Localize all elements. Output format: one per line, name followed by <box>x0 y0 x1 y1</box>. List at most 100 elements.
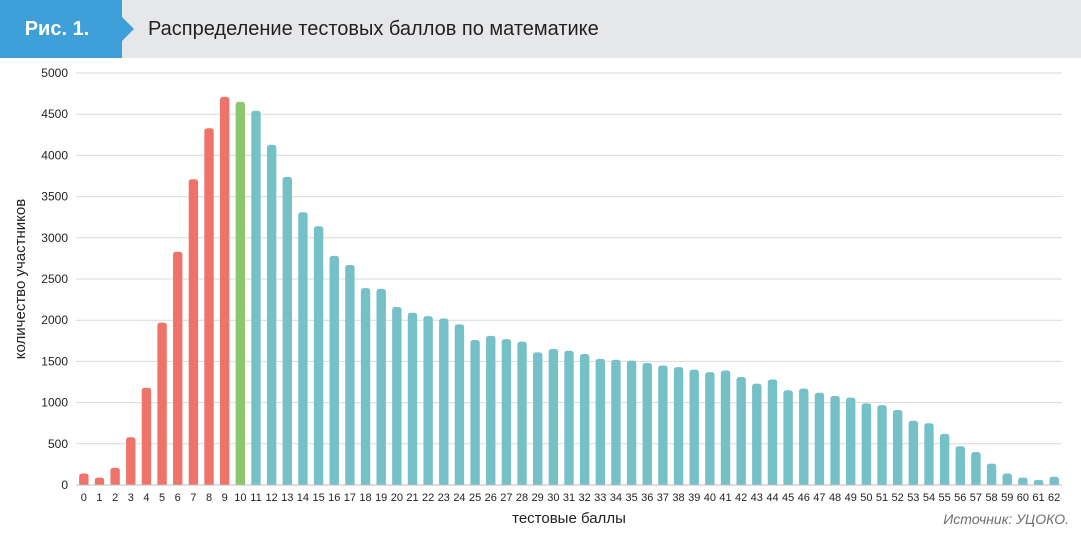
y-tick-label: 1500 <box>41 354 68 368</box>
x-tick-label: 41 <box>719 492 731 504</box>
x-tick-label: 35 <box>625 492 637 504</box>
x-tick-label: 30 <box>547 492 559 504</box>
y-tick-label: 500 <box>48 437 68 451</box>
bar-score-25 <box>470 339 480 485</box>
x-tick-label: 8 <box>206 492 212 504</box>
x-tick-label: 56 <box>954 492 966 504</box>
x-tick-label: 37 <box>657 492 669 504</box>
x-tick-label: 46 <box>798 492 810 504</box>
x-tick-label: 28 <box>516 492 528 504</box>
bar-score-53 <box>908 420 919 485</box>
y-tick-label: 1000 <box>41 396 68 410</box>
bar-score-62 <box>1049 476 1059 485</box>
x-tick-label: 2 <box>112 492 118 504</box>
x-tick-label: 25 <box>469 492 481 504</box>
bar-score-47 <box>814 392 825 485</box>
x-tick-label: 26 <box>485 492 497 504</box>
bar-score-61 <box>1033 480 1044 485</box>
x-tick-label: 52 <box>892 492 904 504</box>
bar-score-46 <box>799 388 809 485</box>
x-tick-label: 62 <box>1048 492 1060 504</box>
x-tick-label: 27 <box>500 492 512 504</box>
x-tick-label: 19 <box>375 492 387 504</box>
x-tick-label: 38 <box>672 492 684 504</box>
x-tick-label: 3 <box>128 492 134 504</box>
bar-score-7 <box>188 179 199 485</box>
x-tick-label: 42 <box>735 492 747 504</box>
bar-score-48 <box>830 396 840 485</box>
chart-area: 0 500 1000 1500 2000 2500 3000 3500 4000 4500 5000… <box>0 58 1081 531</box>
bars <box>79 96 1059 486</box>
y-tick-label: 3000 <box>41 231 68 245</box>
figure-header: Рис. 1. Распределение тестовых баллов по… <box>0 0 1081 58</box>
x-tick-label: 48 <box>829 492 841 504</box>
bar-score-6 <box>173 251 183 485</box>
bar-score-15 <box>313 226 324 485</box>
x-tick-label: 31 <box>563 492 575 504</box>
x-tick-label: 32 <box>579 492 591 504</box>
x-tick-label: 60 <box>1017 492 1029 504</box>
x-tick-label: 11 <box>250 492 261 504</box>
x-tick-label: 34 <box>610 492 622 504</box>
bar-score-58 <box>986 463 997 485</box>
x-tick-label: 53 <box>907 492 919 504</box>
x-tick-label: 22 <box>422 492 434 504</box>
bar-score-33 <box>595 358 605 485</box>
x-tick-label: 18 <box>359 492 371 504</box>
source-note: Источник: УЦОКО. <box>943 511 1069 527</box>
bar-score-32 <box>579 353 590 485</box>
x-tick-label: 6 <box>175 492 181 504</box>
x-tick-label: 36 <box>641 492 653 504</box>
bar-score-38 <box>673 367 684 485</box>
x-tick-label: 24 <box>453 492 465 504</box>
bar-score-27 <box>501 339 512 485</box>
bar-score-5 <box>157 322 167 485</box>
bar-score-57 <box>971 452 981 485</box>
y-tick-label: 2000 <box>41 313 68 327</box>
y-tick-label: 5000 <box>41 66 68 80</box>
bar-score-51 <box>877 405 887 485</box>
bar-score-56 <box>955 446 965 485</box>
x-tick-label: 39 <box>688 492 700 504</box>
bar-chart: 0500100015002000250030003500400045005000… <box>12 66 1062 527</box>
y-tick-label: 4000 <box>41 148 68 162</box>
x-tick-label: 40 <box>704 492 716 504</box>
bar-score-39 <box>689 369 699 485</box>
bar-score-24 <box>454 324 465 485</box>
y-tick-label: 2500 <box>41 272 68 286</box>
x-tick-label: 29 <box>532 492 544 504</box>
bar-score-37 <box>658 365 668 485</box>
x-tick-label: 4 <box>143 492 149 504</box>
bar-score-26 <box>486 335 496 485</box>
x-tick-label: 13 <box>281 492 293 504</box>
x-tick-label: 58 <box>985 492 997 504</box>
bar-score-1 <box>94 477 105 485</box>
x-tick-label: 20 <box>391 492 403 504</box>
x-tick-label: 16 <box>328 492 340 504</box>
y-tick-label: 4500 <box>41 107 68 121</box>
x-tick-label: 49 <box>845 492 857 504</box>
x-tick-label: 9 <box>222 492 228 504</box>
bar-score-50 <box>861 403 872 485</box>
y-tick-label: 3500 <box>41 190 68 204</box>
bar-score-18 <box>360 288 371 485</box>
bar-score-44 <box>767 379 778 485</box>
bar-score-22 <box>423 316 433 485</box>
x-tick-label: 43 <box>751 492 763 504</box>
x-axis-ticks: 0 1 2 3 4 5 6 7 8 9 10 11 12 13 14 15 16 17 18 19 20 21 22 23 24… <box>81 492 1061 504</box>
bar-score-17 <box>345 264 355 485</box>
bar-score-30 <box>548 349 559 485</box>
bar-score-31 <box>564 350 574 485</box>
x-tick-label: 21 <box>406 492 418 504</box>
bar-score-34 <box>611 359 621 485</box>
x-tick-label: 47 <box>813 492 825 504</box>
x-tick-label: 59 <box>1001 492 1013 504</box>
figure-number-badge: Рис. 1. <box>0 0 134 58</box>
x-tick-label: 5 <box>159 492 165 504</box>
bar-score-29 <box>533 352 543 485</box>
bar-score-40 <box>705 372 715 485</box>
x-tick-label: 17 <box>344 492 356 504</box>
bar-score-9 <box>219 96 230 485</box>
x-tick-label: 23 <box>438 492 450 504</box>
bar-score-55 <box>939 433 950 485</box>
